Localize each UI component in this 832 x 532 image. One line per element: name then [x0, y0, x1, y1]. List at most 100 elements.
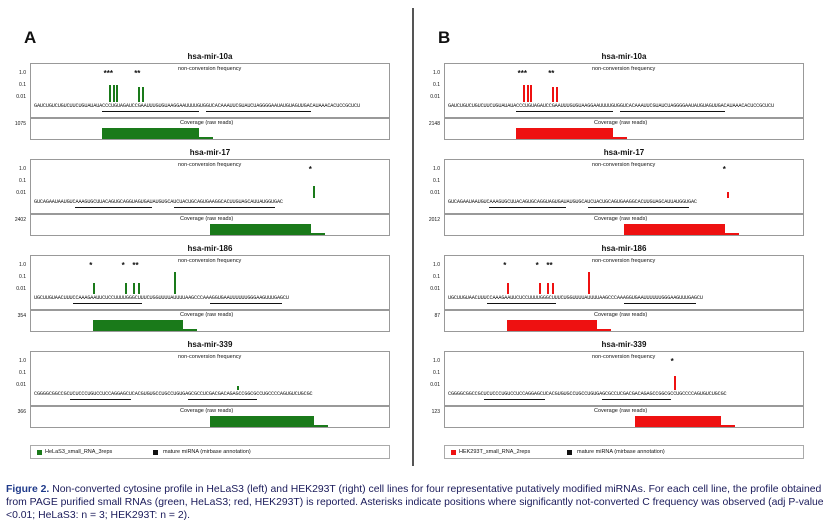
- coverage-max: 2402: [14, 217, 26, 223]
- y-tick-label: 0.01: [16, 286, 26, 292]
- y-tick-label: 1.0: [19, 262, 26, 268]
- rna-sequence: CGGGGCGGCCGCUCUCCCUGUCCUCCAGGAGCUCACGUGU…: [448, 391, 727, 397]
- frequency-panel: [444, 63, 804, 118]
- rna-sequence: GUCAGAAUAAUGUCAAAGUGCUUACAGUGCAGGUAGUGAU…: [448, 199, 697, 205]
- frequency-bar: [539, 283, 542, 294]
- caption-text: Non-converted cytosine profile in HeLaS3…: [6, 484, 824, 521]
- ncf-label: non-conversion frequency: [178, 66, 242, 72]
- y-tick-label: 0.01: [16, 190, 26, 196]
- mirna-title: hsa-mir-17: [189, 148, 231, 157]
- coverage-area: [210, 416, 315, 427]
- mature-mirna-line: [174, 207, 275, 209]
- legend: HeLaS3_small_RNA_3reps mature miRNA (mirb…: [30, 445, 390, 459]
- legend-series-swatch: [451, 450, 456, 455]
- coverage-label: Coverage (raw reads): [594, 408, 648, 414]
- rna-sequence: UGCUUGUAACUUUCCAAAGAAUUCUCCUUUUGGGCUUUCU…: [34, 295, 289, 301]
- frequency-bar: [552, 87, 554, 102]
- mirna-title: hsa-mir-17: [603, 148, 645, 157]
- significance-asterisk: **: [134, 69, 141, 78]
- coverage-area: [93, 320, 183, 331]
- coverage-tail: [613, 137, 628, 139]
- coverage-label: Coverage (raw reads): [180, 408, 234, 414]
- caption-label: Figure 2.: [6, 484, 50, 495]
- coverage-max: 1075: [14, 121, 26, 127]
- significance-asterisk: *: [89, 261, 93, 270]
- mature-mirna-line: [516, 111, 614, 113]
- coverage-label: Coverage (raw reads): [594, 216, 648, 222]
- ncf-label: non-conversion frequency: [178, 162, 242, 168]
- significance-asterisk: *: [722, 165, 726, 174]
- rna-sequence: GAUCUGUCUGUCUUCUGUAUAUACCCUGUAGAUCCGAAUU…: [448, 103, 774, 109]
- ncf-label: non-conversion frequency: [592, 354, 656, 360]
- frequency-panel: [30, 351, 390, 406]
- significance-asterisk: **: [132, 261, 139, 270]
- coverage-area: [634, 416, 722, 427]
- mirna-title: hsa-mir-339: [187, 340, 233, 349]
- y-tick-label: 1.0: [433, 262, 440, 268]
- coverage-max: 2012: [428, 217, 440, 223]
- frequency-bar: [138, 87, 140, 102]
- legend: HEK293T_small_RNA_2reps mature miRNA (mir…: [444, 445, 804, 459]
- y-tick-label: 0.1: [433, 82, 440, 88]
- mature-mirna-line: [69, 399, 131, 401]
- y-tick-label: 1.0: [433, 166, 440, 172]
- frequency-bar: [116, 85, 119, 102]
- mature-mirna-line: [487, 303, 556, 305]
- panel-divider: [412, 8, 414, 466]
- frequency-bar: [132, 283, 135, 294]
- y-tick-label: 0.01: [16, 382, 26, 388]
- coverage-max: 354: [17, 313, 26, 319]
- coverage-tail: [314, 425, 329, 427]
- coverage-label: Coverage (raw reads): [594, 312, 648, 318]
- coverage-tail: [183, 329, 197, 331]
- coverage-area: [210, 224, 311, 235]
- y-tick-label: 1.0: [19, 358, 26, 364]
- mirna-title: hsa-mir-339: [601, 340, 647, 349]
- coverage-label: Coverage (raw reads): [180, 216, 234, 222]
- coverage-tail: [721, 425, 736, 427]
- significance-asterisk: *: [670, 357, 674, 366]
- mirna-title: hsa-mir-186: [187, 244, 233, 253]
- mature-mirna-line: [620, 111, 725, 113]
- significance-asterisk: ***: [517, 69, 527, 78]
- coverage-max: 87: [434, 313, 440, 319]
- y-tick-label: 0.01: [430, 382, 440, 388]
- ncf-label: non-conversion frequency: [592, 66, 656, 72]
- frequency-panel: [444, 159, 804, 214]
- coverage-max: 2148: [428, 121, 440, 127]
- mature-mirna-line: [206, 111, 311, 113]
- significance-asterisk: *: [535, 261, 539, 270]
- y-tick-label: 0.1: [19, 370, 26, 376]
- ncf-label: non-conversion frequency: [592, 162, 656, 168]
- coverage-label: Coverage (raw reads): [180, 120, 234, 126]
- frequency-bar: [237, 386, 239, 390]
- frequency-bar: [109, 85, 112, 102]
- coverage-tail: [724, 233, 739, 235]
- y-tick-label: 1.0: [433, 358, 440, 364]
- mature-mirna-line: [102, 111, 200, 113]
- y-tick-label: 0.1: [433, 178, 440, 184]
- frequency-bar: [141, 87, 144, 102]
- frequency-panel: [30, 63, 390, 118]
- frequency-bar: [312, 186, 315, 198]
- legend-mature-swatch: [567, 450, 572, 455]
- coverage-area: [102, 128, 200, 139]
- frequency-bar: [112, 85, 115, 102]
- coverage-label: Coverage (raw reads): [594, 120, 648, 126]
- frequency-bar: [174, 272, 176, 294]
- coverage-max: 366: [17, 409, 26, 415]
- mature-mirna-line: [188, 399, 257, 401]
- y-tick-label: 0.1: [19, 82, 26, 88]
- significance-asterisk: *: [308, 165, 312, 174]
- mature-mirna-line: [602, 399, 671, 401]
- mirna-title: hsa-mir-186: [601, 244, 647, 253]
- coverage-tail: [199, 137, 214, 139]
- coverage-tail: [597, 329, 611, 331]
- frequency-bar: [588, 272, 590, 294]
- significance-asterisk: *: [503, 261, 507, 270]
- mature-mirna-line: [624, 303, 696, 305]
- frequency-bar: [546, 283, 549, 294]
- frequency-panel: [30, 159, 390, 214]
- ncf-label: non-conversion frequency: [592, 258, 656, 264]
- panel-letter: B: [438, 28, 451, 47]
